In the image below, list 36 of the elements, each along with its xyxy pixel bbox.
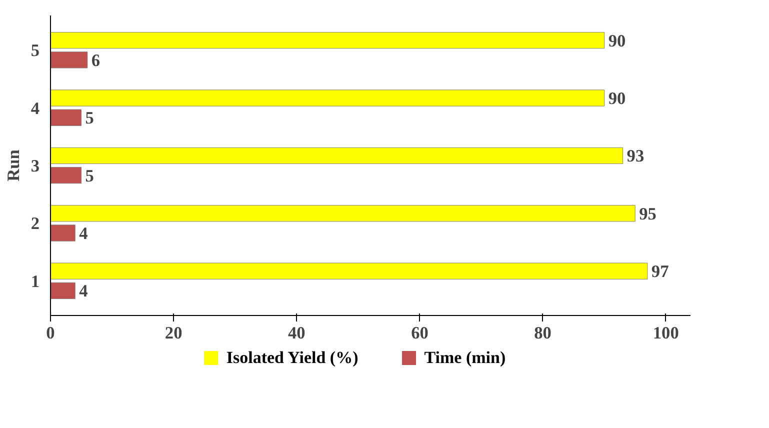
- bar: [50, 32, 605, 49]
- data-label: 93: [626, 146, 644, 166]
- y-tick-label: 1: [30, 272, 40, 291]
- x-tick-label: 80: [534, 324, 552, 342]
- x-tick-label: 0: [46, 324, 55, 342]
- legend-item: Time (min): [402, 346, 506, 370]
- data-label: 95: [639, 204, 657, 224]
- bar: [50, 205, 636, 222]
- y-axis-title: Run: [4, 149, 23, 182]
- data-label: 6: [91, 50, 100, 70]
- bar: [50, 262, 648, 280]
- bar: [50, 90, 605, 106]
- x-tick-label: 100: [652, 324, 679, 342]
- data-label: 5: [85, 166, 94, 186]
- y-tick-label: 3: [30, 156, 40, 176]
- y-tick-label: 4: [30, 98, 40, 118]
- bar: [50, 147, 624, 164]
- bar: [50, 224, 76, 242]
- data-label: 90: [608, 89, 626, 108]
- legend-label: Isolated Yield (%): [226, 347, 358, 369]
- bar: [50, 109, 82, 126]
- legend-label: Time (min): [424, 347, 506, 369]
- bar: [50, 282, 76, 300]
- data-label: 5: [85, 108, 94, 128]
- x-tick-label: 20: [164, 324, 182, 342]
- data-label: 97: [651, 262, 670, 282]
- legend-item: Isolated Yield (%): [204, 346, 358, 370]
- data-label: 4: [79, 224, 88, 243]
- y-tick-label: 2: [30, 214, 40, 234]
- bar: [50, 166, 82, 184]
- y-tick-label: 5: [30, 41, 40, 60]
- data-label: 90: [608, 31, 626, 50]
- bar: [50, 52, 88, 68]
- x-tick-label: 60: [411, 324, 428, 342]
- data-label: 4: [79, 282, 88, 301]
- x-tick-label: 40: [288, 324, 306, 342]
